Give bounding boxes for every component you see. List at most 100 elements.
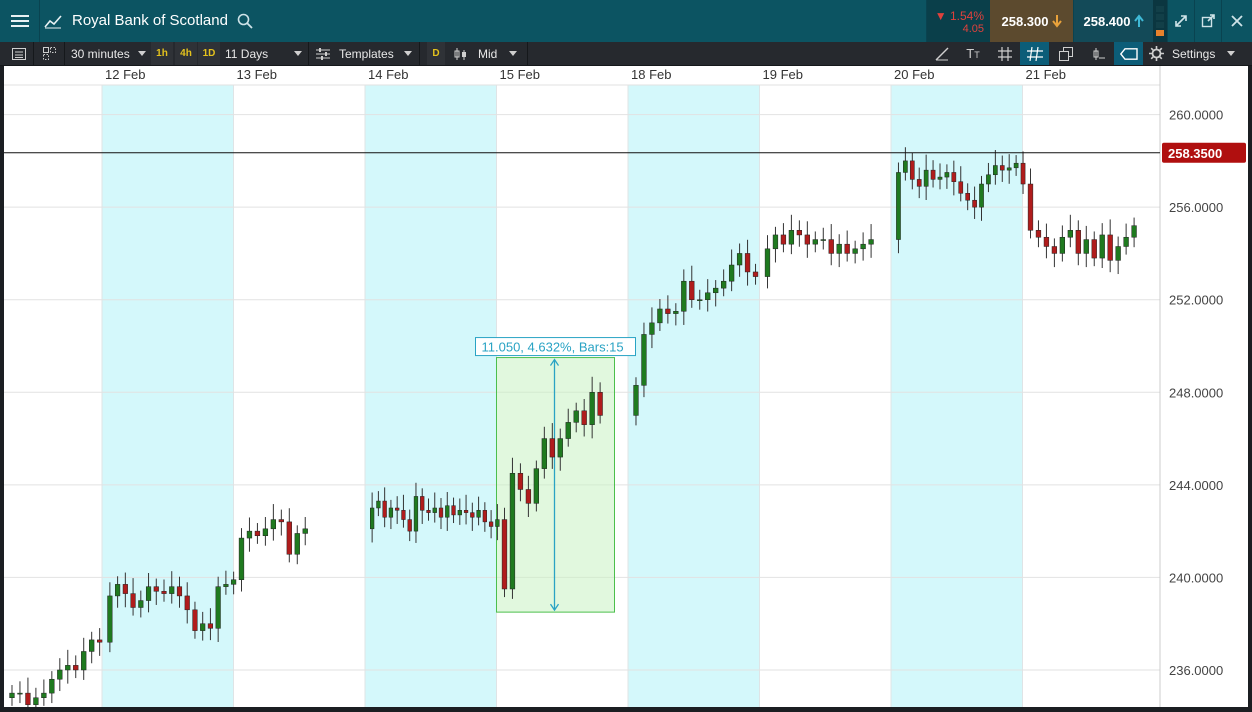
candle: [200, 611, 206, 641]
interval-1h-button[interactable]: 1h: [151, 42, 173, 65]
candle-body-down: [796, 230, 803, 236]
candle-body-down: [488, 521, 494, 527]
line-chart-icon[interactable]: [40, 0, 66, 42]
candle: [713, 280, 719, 307]
candle-body-down: [581, 410, 587, 425]
candle-body-down: [207, 623, 213, 629]
candle-body-down: [1020, 162, 1026, 185]
price-type-label: Mid: [478, 46, 498, 61]
candle-body-up: [495, 519, 500, 527]
search-icon[interactable]: [236, 0, 254, 42]
volume-bars-icon[interactable]: [1153, 0, 1167, 42]
candle: [33, 687, 39, 707]
candle: [25, 677, 31, 707]
candle-body-down: [501, 519, 508, 590]
candle-body-down: [916, 179, 922, 187]
crosshair-grid-icon[interactable]: [1020, 42, 1049, 65]
candle: [705, 279, 711, 312]
chevron-down-icon: [403, 51, 412, 56]
candle: [1123, 223, 1129, 255]
candle: [488, 510, 494, 539]
candle: [581, 398, 587, 437]
chart-toolbar: 30 minutes 1h 4h 1D 11 Days Templates D …: [0, 42, 1252, 66]
candle-body-up: [302, 528, 308, 534]
layout-icon[interactable]: [35, 42, 65, 65]
candle: [673, 303, 679, 326]
layers-icon[interactable]: [1051, 42, 1081, 65]
bottom-border: [0, 707, 1252, 712]
price-axis-label: 244.0000: [1169, 478, 1223, 493]
sell-button[interactable]: 258.300: [990, 0, 1073, 42]
candle-body-up: [852, 248, 858, 254]
measure-arrow-head-down: [549, 603, 560, 612]
day-shade: [365, 85, 497, 707]
candle-body-up: [413, 496, 419, 532]
menu-icon[interactable]: [0, 0, 40, 42]
candle: [463, 494, 469, 525]
candle: [438, 498, 444, 530]
candle: [916, 167, 922, 199]
candle: [470, 502, 475, 531]
candle: [1131, 217, 1137, 248]
expand-icon[interactable]: [1167, 0, 1194, 42]
draw-line-icon[interactable]: [928, 42, 955, 65]
date-label: 19 Feb: [763, 67, 803, 82]
candle-body-up: [107, 595, 113, 643]
interval-4h-button[interactable]: 4h: [175, 42, 197, 65]
list-icon[interactable]: [4, 42, 34, 65]
price-chart[interactable]: 12 Feb 13 Feb 14 Feb 15 Feb 18 Feb 19 Feb 20 F…: [4, 66, 1248, 707]
candle: [649, 307, 655, 349]
candle-body-up: [1083, 239, 1089, 254]
candle: [238, 528, 245, 592]
price-type-dropdown[interactable]: Mid: [454, 42, 528, 65]
candle: [788, 214, 795, 255]
candle-body-down: [482, 510, 487, 523]
candle-body-down: [278, 519, 284, 523]
tag-icon[interactable]: [1114, 42, 1143, 65]
candle-body-up: [812, 239, 818, 245]
candle: [302, 517, 308, 546]
candle-body-down: [828, 239, 834, 254]
candle-body-down: [73, 665, 79, 671]
candle-body-up: [657, 308, 663, 324]
candle-body-down: [744, 253, 751, 273]
candle-body-up: [169, 586, 175, 594]
range-dropdown[interactable]: 11 Days: [225, 42, 309, 65]
candle: [721, 269, 727, 297]
candle-body-up: [1059, 236, 1066, 254]
candle-body-down: [844, 243, 850, 254]
grid-icon[interactable]: [991, 42, 1018, 65]
candle: [73, 655, 79, 679]
candlestick-chart[interactable]: 12 Feb 13 Feb 14 Feb 15 Feb 18 Feb 19 Feb 20 F…: [4, 66, 1248, 707]
candle: [231, 571, 237, 595]
candle-body-down: [752, 271, 759, 277]
candle-body-up: [457, 510, 462, 516]
candle: [868, 224, 874, 258]
candle-body-up: [476, 510, 481, 518]
popout-icon[interactable]: [1194, 0, 1221, 42]
candle: [382, 487, 387, 528]
measure-box: [496, 357, 615, 613]
arrow-up-icon: [1133, 14, 1144, 27]
candle-body-up: [262, 528, 269, 537]
candle-body-down: [25, 692, 31, 705]
buy-button[interactable]: 258.400: [1073, 0, 1153, 42]
candle: [169, 571, 175, 604]
candle-style-icon[interactable]: [1084, 42, 1112, 65]
d-button[interactable]: D: [427, 42, 445, 65]
close-icon[interactable]: [1221, 0, 1252, 42]
settings-dropdown[interactable]: Settings: [1149, 42, 1249, 65]
candle: [1083, 225, 1089, 268]
templates-dropdown[interactable]: Templates: [316, 42, 420, 65]
interval-1d-button[interactable]: 1D: [198, 42, 220, 65]
interval-dropdown[interactable]: 30 minutes: [71, 42, 146, 65]
candle: [407, 509, 412, 542]
candle: [944, 164, 950, 189]
candle-body-down: [192, 609, 198, 631]
candle-body-up: [772, 234, 779, 250]
text-size-icon[interactable]: TT: [966, 46, 980, 61]
candle: [951, 160, 957, 196]
candle-body-up: [89, 639, 95, 652]
candle: [17, 681, 23, 704]
candle: [1107, 219, 1113, 273]
